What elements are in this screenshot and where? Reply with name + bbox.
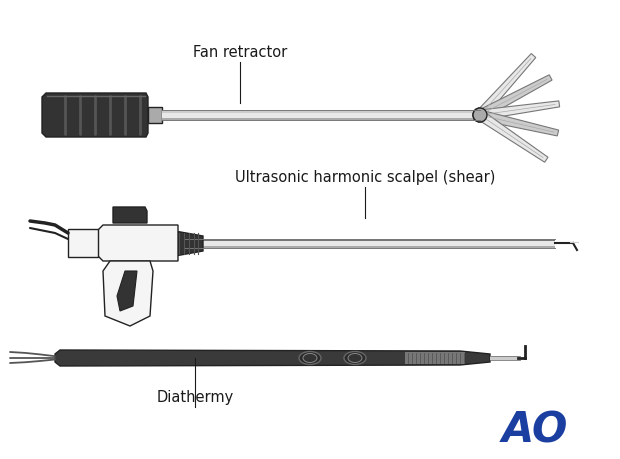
Polygon shape <box>479 110 559 136</box>
Ellipse shape <box>344 352 366 364</box>
Polygon shape <box>113 207 147 223</box>
Polygon shape <box>55 350 490 366</box>
Polygon shape <box>476 54 536 118</box>
Polygon shape <box>103 261 153 326</box>
Text: Ultrasonic harmonic scalpel (shear): Ultrasonic harmonic scalpel (shear) <box>235 170 495 185</box>
Circle shape <box>473 108 487 122</box>
Polygon shape <box>477 111 548 162</box>
Ellipse shape <box>348 353 362 363</box>
Polygon shape <box>117 271 137 311</box>
Polygon shape <box>479 101 560 120</box>
Ellipse shape <box>299 352 321 364</box>
Polygon shape <box>405 352 465 364</box>
Text: Diathermy: Diathermy <box>156 390 234 405</box>
Text: AO: AO <box>502 409 568 451</box>
Circle shape <box>473 108 487 122</box>
Polygon shape <box>95 225 178 261</box>
Text: Fan retractor: Fan retractor <box>193 45 287 60</box>
Ellipse shape <box>303 353 317 363</box>
Bar <box>68 229 98 257</box>
Polygon shape <box>175 231 203 256</box>
Polygon shape <box>42 93 148 137</box>
Bar <box>148 107 162 123</box>
Polygon shape <box>477 75 552 119</box>
